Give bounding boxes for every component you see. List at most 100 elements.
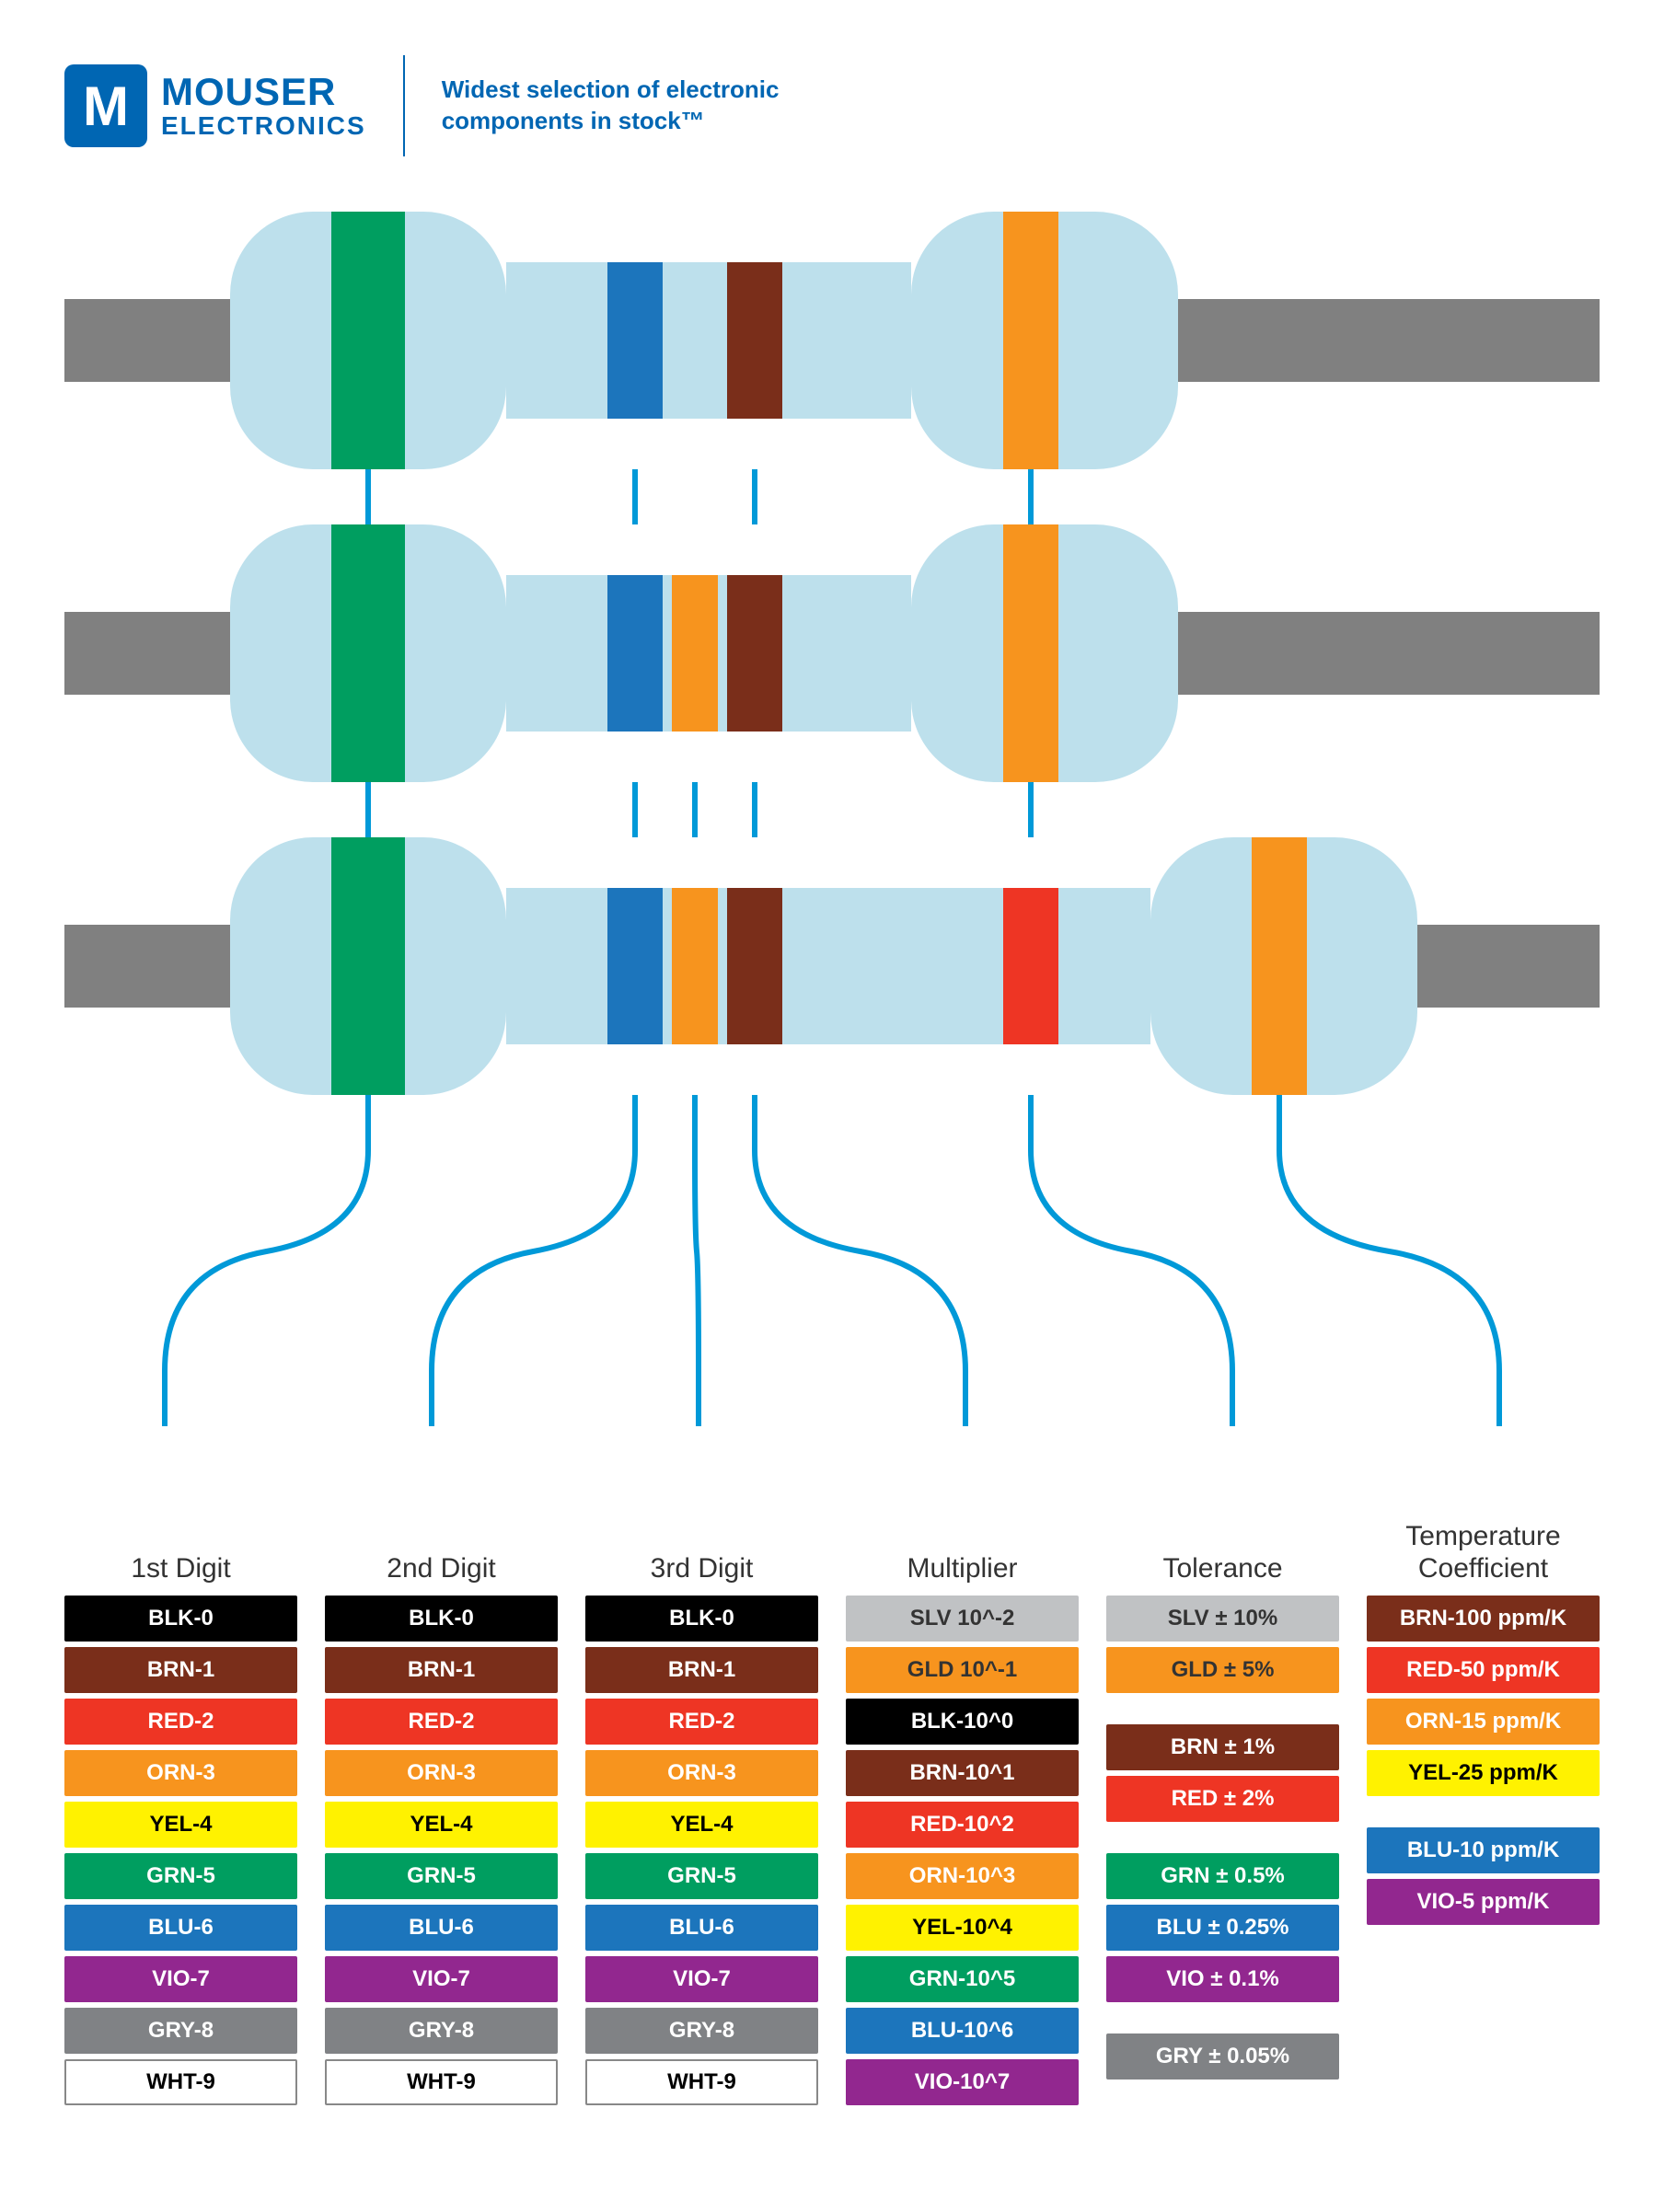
resistor-band	[1003, 212, 1058, 469]
code-cell: RED ± 2%	[1106, 1776, 1339, 1822]
code-cell: GRY-8	[325, 2008, 558, 2054]
code-cell: YEL-4	[325, 1802, 558, 1848]
resistor-lead-right	[1178, 299, 1600, 382]
code-cell: ORN-3	[64, 1750, 297, 1796]
resistor-row	[64, 212, 1600, 469]
code-column: 1st DigitBLK-0BRN-1RED-2ORN-3YEL-4GRN-5B…	[64, 1518, 297, 2111]
code-cell: BRN-1	[585, 1647, 818, 1693]
color-code-tables: 1st Digit BLK-0 BRN-1 RED-2 ORN-3 YEL-4 GRN-5 B…	[64, 1518, 1600, 2111]
code-cell: VIO-7	[585, 1956, 818, 2002]
code-column: 2nd DigitBLK-0BRN-1RED-2ORN-3YEL-4GRN-5B…	[325, 1518, 558, 2111]
code-cell: BLU ± 0.25%	[1106, 1905, 1339, 1951]
resistor-band	[331, 212, 405, 469]
code-column: TemperatureCoefficient BRN-100 ppm/K RED-5…	[1367, 1518, 1600, 1930]
resistor-band	[672, 888, 718, 1044]
code-cell: VIO ± 0.1%	[1106, 1956, 1339, 2002]
resistor-band	[607, 575, 663, 732]
resistor-row	[64, 524, 1600, 782]
resistor-band	[607, 262, 663, 419]
code-cell: GLD 10^-1	[846, 1647, 1079, 1693]
code-cell: BRN ± 1%	[1106, 1724, 1339, 1770]
code-cell: RED-2	[325, 1699, 558, 1745]
header: M MOUSER ELECTRONICS Widest selection of…	[64, 55, 1600, 156]
code-cell: BRN-10^1	[846, 1750, 1079, 1796]
code-cell: WHT-9	[64, 2059, 297, 2105]
code-cell: WHT-9	[585, 2059, 818, 2105]
code-cell: GRN-10^5	[846, 1956, 1079, 2002]
code-column: Tolerance SLV ± 10% GLD ± 5% BRN ± 1% RED ± …	[1106, 1518, 1339, 2085]
code-cell: BRN-1	[64, 1647, 297, 1693]
resistor-band	[1003, 524, 1058, 782]
code-cell: WHT-9	[325, 2059, 558, 2105]
code-cell: BLU-6	[325, 1905, 558, 1951]
logo-badge: M	[64, 64, 147, 147]
code-cell: GRN ± 0.5%	[1106, 1853, 1339, 1899]
code-cell: SLV 10^-2	[846, 1596, 1079, 1642]
code-cell: YEL-10^4	[846, 1905, 1079, 1951]
code-cell: SLV ± 10%	[1106, 1596, 1339, 1642]
resistor-diagram	[64, 212, 1600, 1132]
code-cell: RED-2	[585, 1699, 818, 1745]
logo-line1: MOUSER	[161, 72, 366, 112]
code-cell: VIO-10^7	[846, 2059, 1079, 2105]
resistor-lead-right	[1178, 612, 1600, 695]
code-cell: GRN-5	[585, 1853, 818, 1899]
logo-text: MOUSER ELECTRONICS	[161, 72, 366, 139]
code-cell: VIO-5 ppm/K	[1367, 1879, 1600, 1925]
code-cell: GRY-8	[585, 2008, 818, 2054]
logo: M MOUSER ELECTRONICS	[64, 64, 366, 147]
resistor-band	[607, 888, 663, 1044]
resistor-body	[230, 837, 1417, 1095]
logo-line2: ELECTRONICS	[161, 112, 366, 139]
resistor-band	[727, 575, 782, 732]
code-cell: ORN-15 ppm/K	[1367, 1699, 1600, 1745]
code-cell: ORN-3	[585, 1750, 818, 1796]
resistor-band	[1252, 837, 1307, 1095]
resistor-band	[727, 262, 782, 419]
code-cell: GRY-8	[64, 2008, 297, 2054]
header-divider	[403, 55, 405, 156]
resistor-band	[331, 524, 405, 782]
code-cell: VIO-7	[64, 1956, 297, 2002]
resistor-neck	[506, 262, 911, 419]
code-cell: GLD ± 5%	[1106, 1647, 1339, 1693]
resistor-band	[727, 888, 782, 1044]
code-column: MultiplierSLV 10^-2GLD 10^-1BLK-10^0BRN-…	[846, 1518, 1079, 2111]
resistor-lead-left	[64, 925, 230, 1008]
code-cell: BRN-1	[325, 1647, 558, 1693]
code-cell: YEL-25 ppm/K	[1367, 1750, 1600, 1796]
resistor-band	[331, 837, 405, 1095]
code-cell: YEL-4	[64, 1802, 297, 1848]
code-cell: RED-50 ppm/K	[1367, 1647, 1600, 1693]
code-cell: YEL-4	[585, 1802, 818, 1848]
resistor-lead-left	[64, 612, 230, 695]
code-cell: VIO-7	[325, 1956, 558, 2002]
resistor-band	[672, 575, 718, 732]
code-cell: RED-2	[64, 1699, 297, 1745]
code-cell: BLU-10^6	[846, 2008, 1079, 2054]
code-cell: GRN-5	[64, 1853, 297, 1899]
code-cell: BLU-10 ppm/K	[1367, 1827, 1600, 1873]
code-cell: BLK-0	[325, 1596, 558, 1642]
column-title: 2nd Digit	[325, 1518, 558, 1584]
code-cell: GRY ± 0.05%	[1106, 2033, 1339, 2080]
tagline: Widest selection of electroniccomponents…	[442, 75, 780, 137]
code-column: 3rd Digit BLK-0 BRN-1 RED-2 ORN-3 YEL-4 GRN-5 B…	[585, 1518, 818, 2111]
column-title: 3rd Digit	[585, 1518, 818, 1584]
resistor-lead-right	[1417, 925, 1600, 1008]
code-cell: BLK-0	[585, 1596, 818, 1642]
resistor-body	[230, 212, 1178, 469]
column-title: Tolerance	[1106, 1518, 1339, 1584]
code-cell: ORN-10^3	[846, 1853, 1079, 1899]
code-cell: BLU-6	[64, 1905, 297, 1951]
resistor-body	[230, 524, 1178, 782]
code-cell: BLU-6	[585, 1905, 818, 1951]
code-cell: RED-10^2	[846, 1802, 1079, 1848]
column-title: TemperatureCoefficient	[1367, 1518, 1600, 1584]
column-title: 1st Digit	[64, 1518, 297, 1584]
resistor-band	[1003, 888, 1058, 1044]
resistor-row	[64, 837, 1600, 1095]
code-cell: BRN-100 ppm/K	[1367, 1596, 1600, 1642]
code-cell: GRN-5	[325, 1853, 558, 1899]
code-cell: BLK-10^0	[846, 1699, 1079, 1745]
